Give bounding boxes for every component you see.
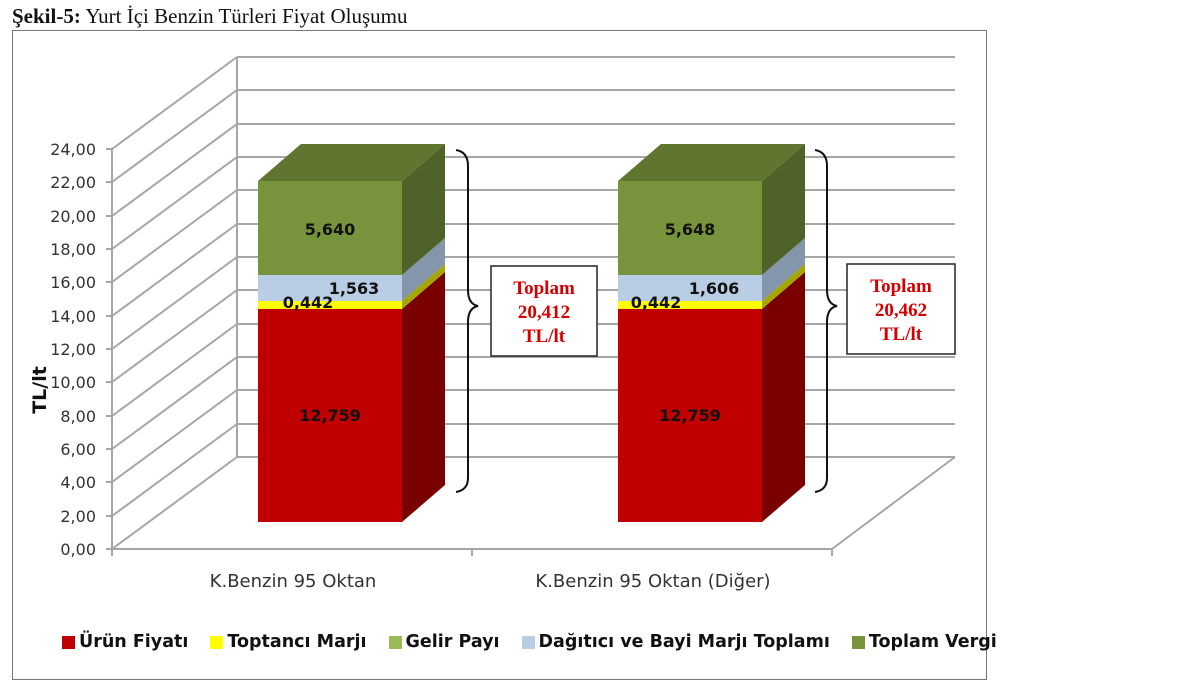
svg-text:TL/lt: TL/lt — [523, 326, 566, 347]
brace-bar-1 — [455, 149, 479, 493]
bar-k-benzin-95: 12,759 0,442 1,563 5,640 — [258, 144, 445, 522]
svg-text:Toplam: Toplam — [870, 276, 932, 297]
svg-text:20,462: 20,462 — [875, 300, 927, 321]
svg-text:24,00: 24,00 — [50, 140, 96, 159]
svg-text:10,00: 10,00 — [50, 373, 96, 392]
svg-text:5,648: 5,648 — [665, 220, 716, 239]
svg-text:2,00: 2,00 — [60, 507, 96, 526]
legend-swatch-icon — [851, 635, 865, 649]
total-annotation-1: Toplam 20,412 TL/lt — [490, 265, 598, 357]
svg-text:6,00: 6,00 — [60, 440, 96, 459]
legend-item-toptanci-marji: Toptancı Marjı — [210, 632, 367, 652]
figure-caption: Yurt İçi Benzin Türleri Fiyat Oluşumu — [80, 4, 408, 28]
legend-item-gelir-payi: Gelir Payı — [388, 632, 500, 652]
svg-text:5,640: 5,640 — [305, 220, 356, 239]
legend-swatch-icon — [388, 635, 402, 649]
svg-text:4,00: 4,00 — [60, 473, 96, 492]
svg-text:Toplam: Toplam — [513, 278, 575, 299]
svg-text:0,00: 0,00 — [60, 540, 96, 559]
legend-swatch-icon — [62, 635, 75, 649]
svg-text:12,00: 12,00 — [50, 340, 96, 359]
legend-item-dagitici-bayi: Dağıtıcı ve Bayi Marjı Toplamı — [521, 632, 830, 652]
svg-text:18,00: 18,00 — [50, 240, 96, 259]
svg-text:16,00: 16,00 — [50, 273, 96, 292]
bar-k-benzin-95-diger: 12,759 0,442 1,606 5,648 — [618, 144, 805, 522]
svg-text:12,759: 12,759 — [659, 406, 721, 425]
svg-text:20,412: 20,412 — [518, 302, 570, 323]
legend-swatch-icon — [521, 635, 535, 649]
svg-text:14,00: 14,00 — [50, 307, 96, 326]
figure-title: Şekil-5: Yurt İçi Benzin Türleri Fiyat O… — [12, 4, 407, 29]
svg-text:8,00: 8,00 — [60, 407, 96, 426]
svg-text:12,759: 12,759 — [299, 406, 361, 425]
x-category-2: K.Benzin 95 Oktan (Diğer) — [535, 571, 770, 592]
legend-item-urun-fiyati: Ürün Fiyatı — [62, 632, 188, 652]
svg-text:22,00: 22,00 — [50, 173, 96, 192]
figure-number: Şekil-5: — [12, 4, 81, 28]
x-category-1: K.Benzin 95 Oktan — [210, 571, 377, 592]
svg-text:1,563: 1,563 — [329, 279, 380, 298]
legend-swatch-icon — [210, 635, 224, 649]
total-annotation-2: Toplam 20,462 TL/lt — [846, 263, 956, 355]
chart-legend: Ürün Fiyatı Toptancı Marjı Gelir Payı Da… — [62, 632, 997, 652]
y-axis-title: TL/lt — [29, 366, 51, 414]
svg-text:0,442: 0,442 — [283, 293, 334, 312]
y-axis-ticks: 0,00 2,00 4,00 6,00 8,00 10,00 12,00 14,… — [50, 140, 96, 559]
svg-text:1,606: 1,606 — [689, 279, 740, 298]
legend-item-toplam-vergi: Toplam Vergi — [851, 632, 997, 652]
brace-bar-2 — [814, 149, 838, 493]
svg-text:20,00: 20,00 — [50, 207, 96, 226]
svg-text:TL/lt: TL/lt — [880, 324, 923, 345]
svg-text:0,442: 0,442 — [631, 293, 682, 312]
